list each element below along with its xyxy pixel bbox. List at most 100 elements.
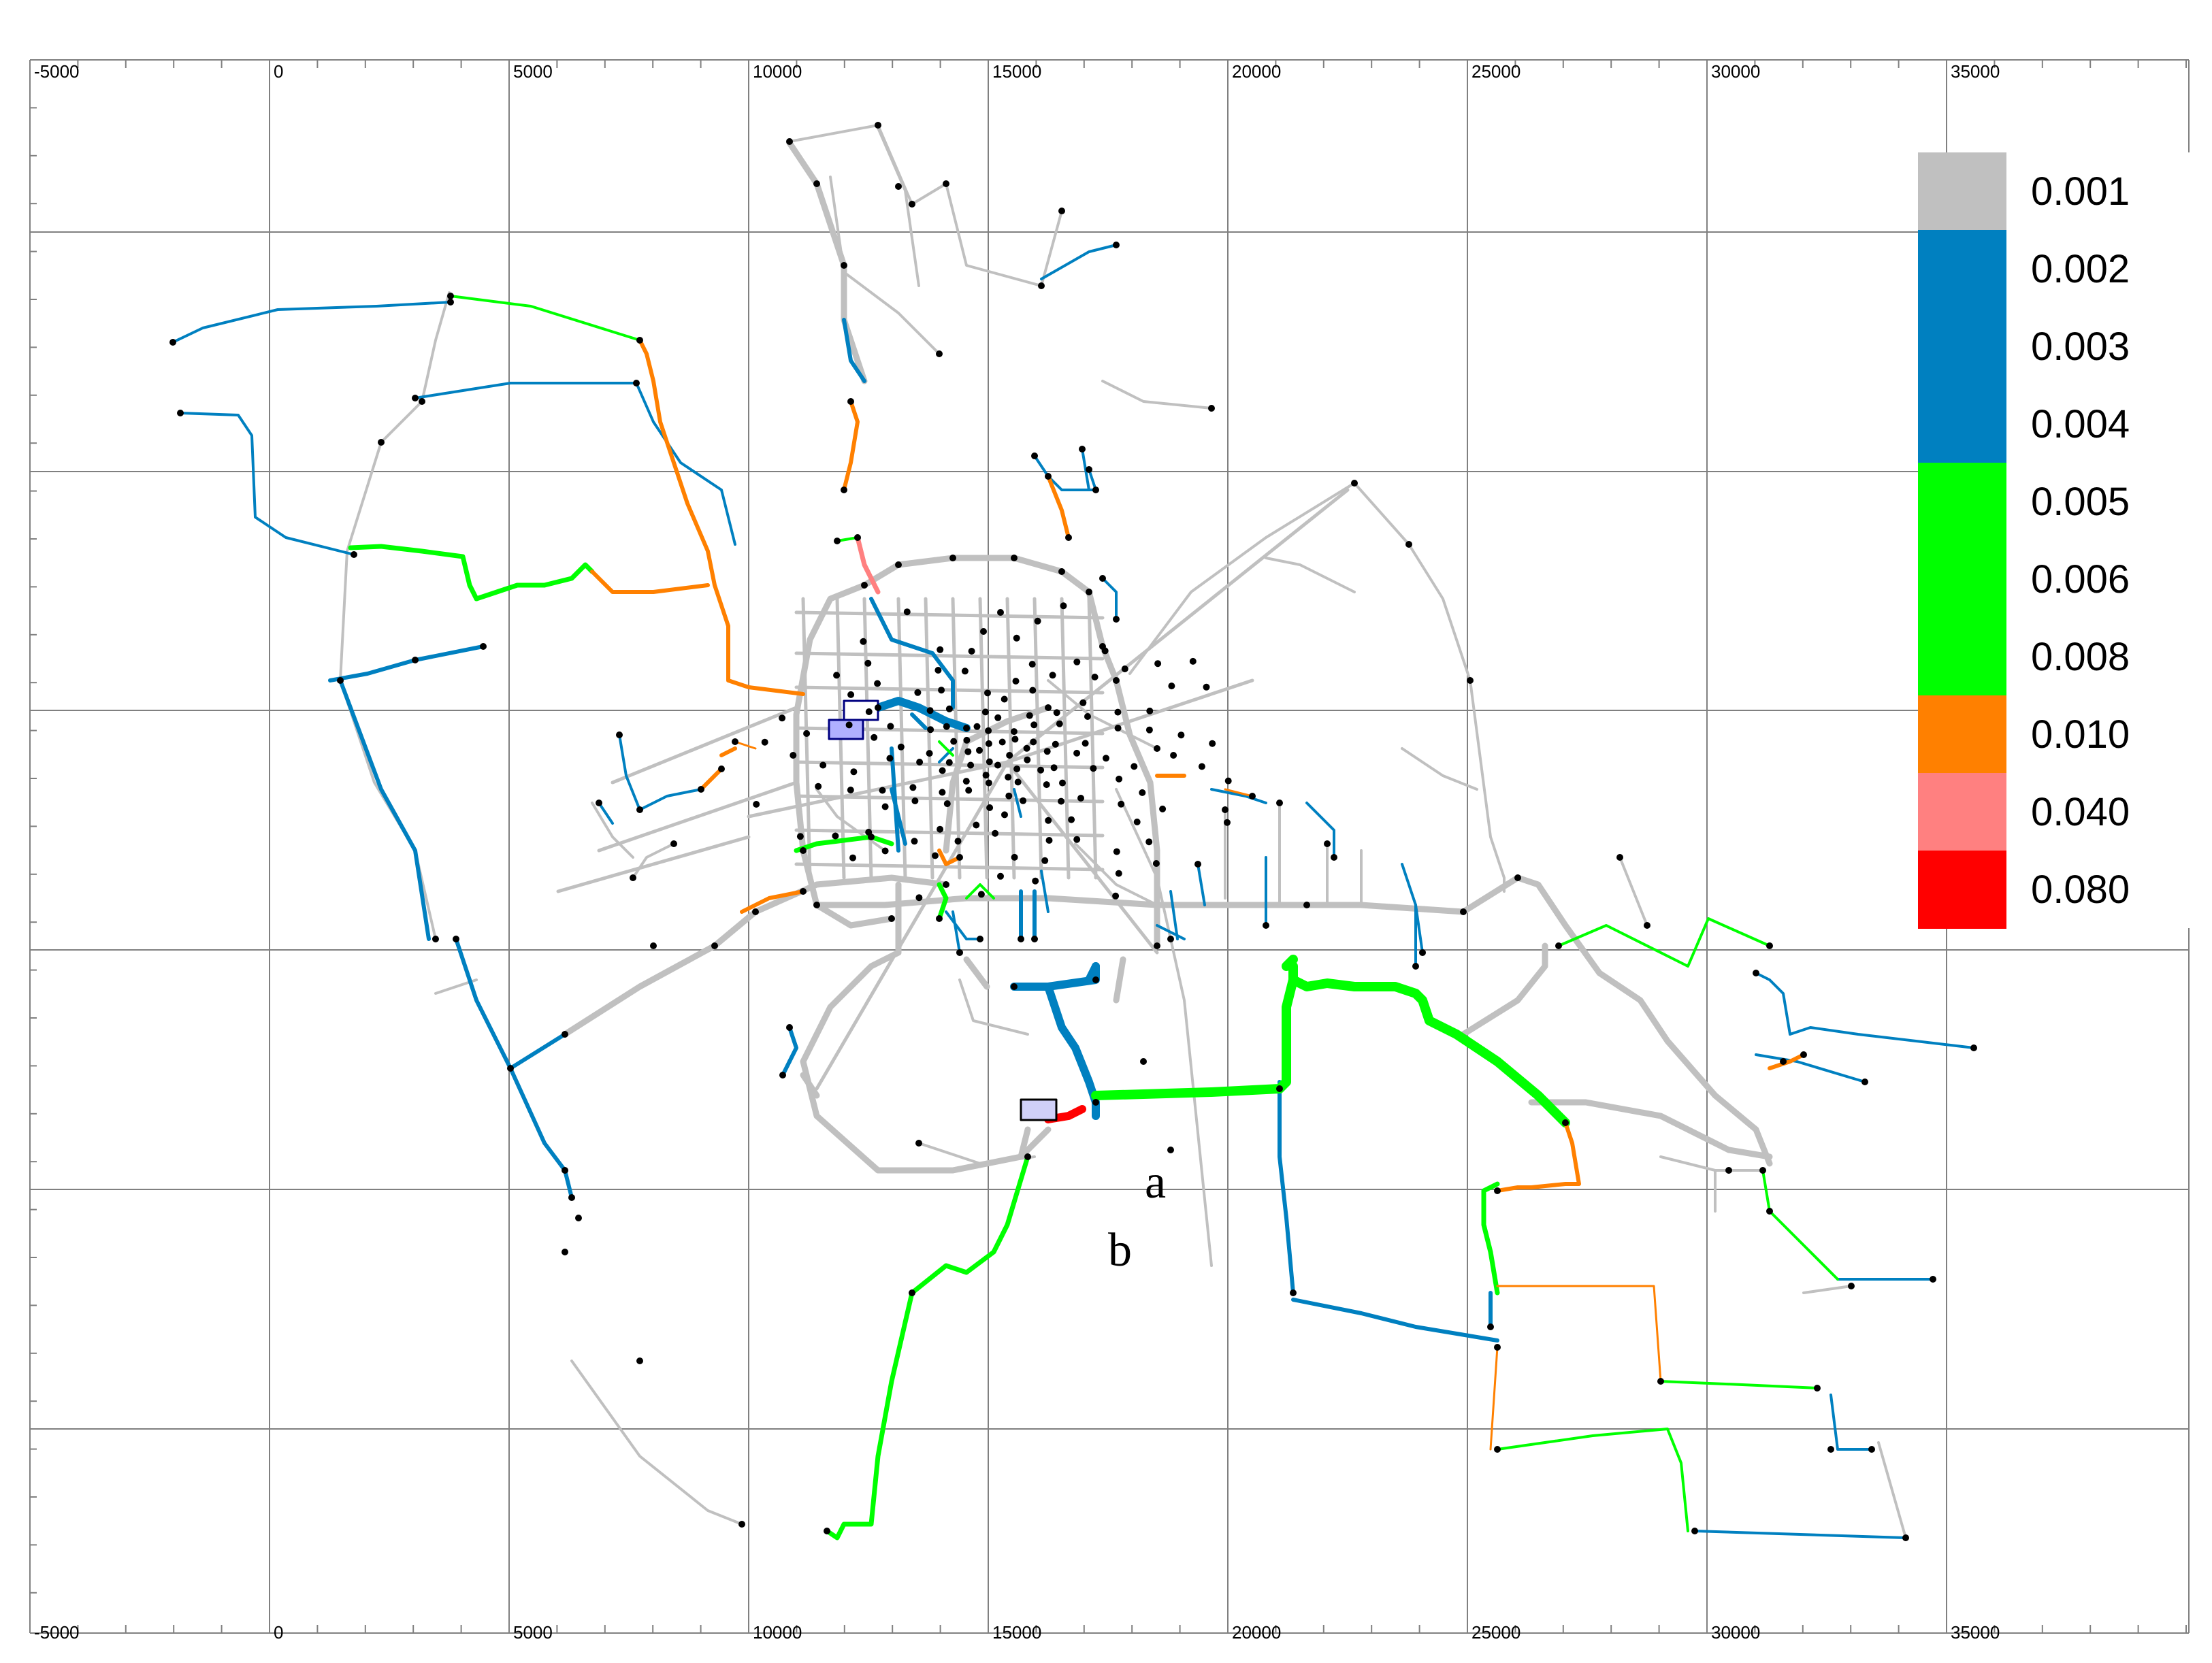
node-dot — [1018, 936, 1024, 942]
tick-label-bottom: 15000 — [992, 1622, 1041, 1643]
node-dot — [965, 787, 973, 794]
node-dot — [351, 551, 357, 558]
node-dot — [976, 746, 983, 754]
node-dot — [1113, 848, 1120, 855]
node-dot — [786, 1024, 793, 1031]
node-dot — [1145, 838, 1153, 846]
node-dot — [1030, 738, 1037, 746]
tick-label-bottom: 20000 — [1232, 1622, 1281, 1643]
node-dot — [432, 936, 439, 942]
node-dot — [796, 833, 804, 840]
top-axis-labels: -5000 0 5000 10000 15000 20000 25000 300… — [34, 61, 2000, 82]
node-dot — [1030, 721, 1038, 729]
node-dot — [1011, 736, 1019, 743]
node-dot — [1644, 922, 1650, 929]
node-dot — [1058, 797, 1065, 805]
node-dot — [453, 936, 459, 942]
node-dot — [1154, 745, 1160, 752]
node-dot — [1494, 1187, 1501, 1194]
node-dot — [1827, 1446, 1834, 1453]
legend-swatch — [1918, 230, 2006, 308]
node-dot — [1139, 789, 1146, 796]
node-dot — [813, 902, 820, 908]
node-dot — [568, 1194, 575, 1201]
node-dot — [1011, 555, 1018, 561]
node-dot — [964, 748, 972, 755]
legend-label: 0.002 — [2031, 247, 2130, 291]
node-dot — [1154, 660, 1162, 668]
pipe-segment — [1060, 597, 1071, 880]
node-dot — [1099, 575, 1106, 582]
node-dot — [927, 726, 934, 734]
node-dot — [1038, 282, 1045, 289]
node-dot — [1092, 487, 1099, 493]
node-dot — [1405, 541, 1412, 548]
node-dot — [1114, 725, 1122, 731]
node-dot — [1194, 861, 1201, 868]
tick-label-top: 20000 — [1232, 61, 1281, 82]
pipe-segment — [794, 685, 1105, 695]
node-dot — [1034, 617, 1041, 625]
node-dot — [761, 738, 768, 746]
pipe-segment — [1005, 488, 1350, 764]
node-dot — [1759, 1167, 1766, 1174]
node-dot — [943, 881, 949, 888]
node-dot — [1014, 778, 1022, 786]
pipes-orange — [590, 338, 1806, 1193]
node-dot — [1112, 892, 1120, 900]
pipe-network — [169, 122, 1977, 1541]
node-dot — [973, 723, 981, 730]
node-dot — [1091, 674, 1099, 680]
node-dot — [1168, 682, 1175, 690]
node-dot — [871, 734, 878, 741]
node-dot — [1013, 634, 1020, 642]
node-dot — [1092, 1099, 1099, 1106]
node-dot — [1086, 466, 1092, 473]
pipes-blue-thin — [172, 244, 1975, 1539]
pipe-segment — [794, 651, 1105, 661]
node-dot — [1657, 1378, 1664, 1385]
node-dot — [961, 668, 969, 675]
node-dot — [650, 942, 657, 949]
node-dot — [939, 789, 946, 796]
node-dot — [633, 380, 640, 386]
node-dot — [997, 872, 1004, 880]
node-dot — [1167, 936, 1174, 942]
tick-label-top: 10000 — [753, 61, 802, 82]
pipe-segment — [978, 597, 989, 880]
legend-label: 0.005 — [2031, 480, 2130, 524]
node-dot — [1052, 740, 1059, 748]
node-dot — [1113, 677, 1120, 684]
node-dot — [1203, 683, 1210, 691]
node-dot — [1118, 800, 1125, 808]
node-dot — [378, 439, 385, 446]
pipes-green-thin — [449, 295, 1839, 1532]
node-dot — [914, 689, 922, 696]
node-dot — [177, 410, 184, 416]
node-dot — [419, 398, 425, 405]
legend-label: 0.080 — [2031, 868, 2130, 912]
node-dot — [1460, 908, 1467, 915]
pipe-segment — [794, 610, 1105, 620]
node-dot — [732, 738, 738, 745]
node-dot — [963, 736, 971, 744]
node-dot — [1026, 712, 1033, 719]
legend-swatch — [1918, 463, 2006, 541]
tick-label-bottom: 35000 — [1951, 1622, 2000, 1643]
node-dot — [1167, 1147, 1174, 1153]
node-dot — [916, 759, 924, 765]
pipe-segment — [611, 706, 798, 785]
node-dot — [636, 806, 643, 813]
legend-label: 0.010 — [2031, 712, 2130, 757]
node-dot — [711, 942, 718, 949]
node-dot — [1209, 740, 1216, 747]
legend-label: 0.004 — [2031, 402, 2130, 446]
node-dot — [841, 487, 847, 493]
legend-swatch — [1918, 308, 2006, 386]
node-dot — [1616, 854, 1623, 861]
node-dot — [1090, 765, 1097, 772]
bottom-axis-labels: -5000 0 5000 10000 15000 20000 25000 300… — [34, 1622, 2000, 1643]
node-dot — [1028, 661, 1036, 668]
node-dot — [636, 1357, 643, 1364]
legend-swatch — [1918, 851, 2006, 929]
